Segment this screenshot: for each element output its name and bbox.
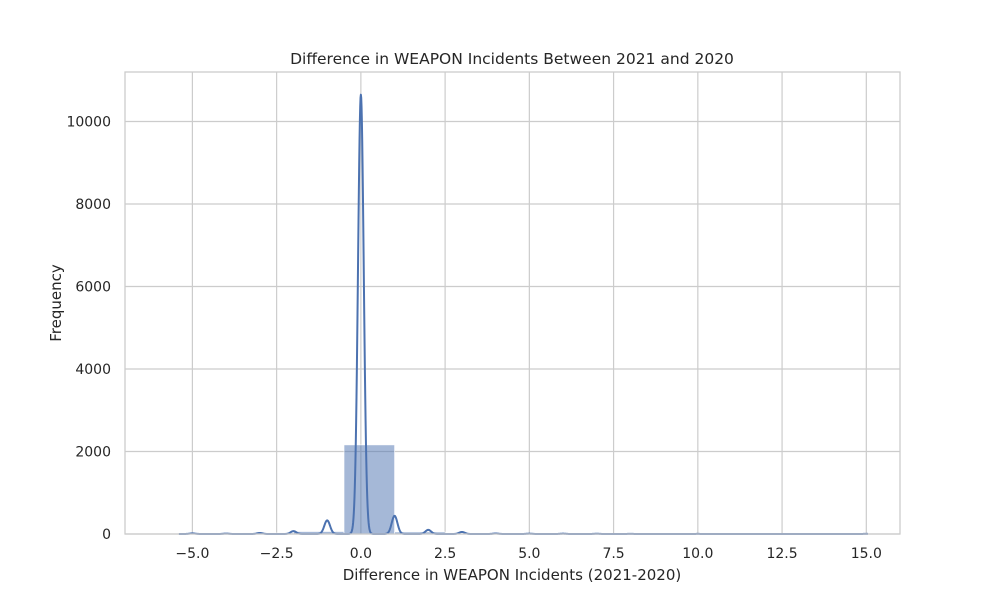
x-axis-title: Difference in WEAPON Incidents (2021-202…	[343, 566, 681, 584]
y-tick-labels: 0 2000 4000 6000 8000 10000	[66, 115, 111, 544]
plot-frame	[124, 71, 901, 535]
y-tick-label: 0	[102, 527, 111, 543]
x-tick-label: 2.5	[434, 546, 456, 562]
chart-title: Difference in WEAPON Incidents Between 2…	[290, 50, 734, 68]
y-tick-label: 4000	[75, 362, 111, 378]
y-tick-label: 10000	[66, 115, 111, 131]
x-tick-label: 0.0	[350, 546, 372, 562]
x-tick-label: 12.5	[766, 546, 797, 562]
x-tick-label: 7.5	[602, 546, 624, 562]
x-tick-label: 15.0	[851, 546, 882, 562]
x-tick-labels: −5.0 −2.5 0.0 2.5 5.0 7.5 10.0 12.5 15.0	[175, 546, 881, 562]
x-tick-label: −2.5	[260, 546, 294, 562]
y-tick-label: 2000	[75, 445, 111, 461]
x-tick-label: 5.0	[518, 546, 540, 562]
y-tick-label: 6000	[75, 280, 111, 296]
x-tick-label: −5.0	[175, 546, 209, 562]
x-tick-label: 10.0	[682, 546, 713, 562]
y-axis-title: Frequency	[47, 264, 65, 342]
y-tick-label: 8000	[75, 197, 111, 213]
